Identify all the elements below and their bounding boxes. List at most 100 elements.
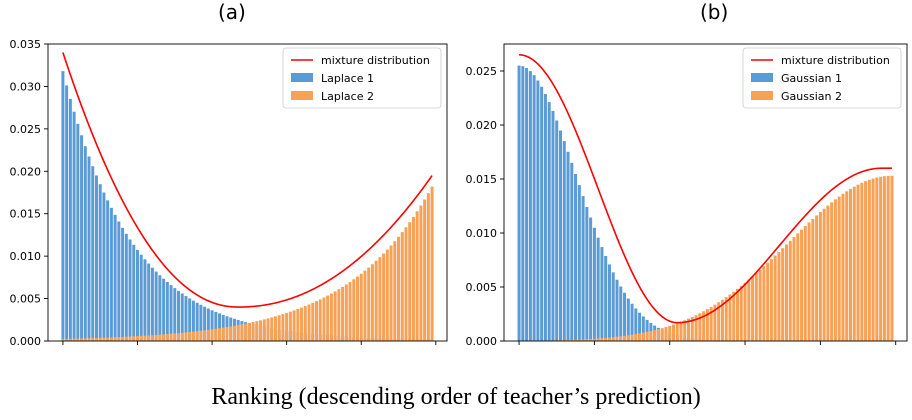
series2-bar xyxy=(300,307,304,341)
series2-bar xyxy=(856,184,860,341)
series1-bar xyxy=(581,196,585,341)
series2-bar xyxy=(626,335,630,341)
panel-label-b: (b) xyxy=(700,0,729,24)
series2-bar xyxy=(694,315,698,341)
series1-bar xyxy=(623,292,627,341)
series2-bar xyxy=(841,193,845,341)
series2-bar xyxy=(385,249,389,341)
series1-bar xyxy=(91,166,95,341)
series1-bar xyxy=(61,71,65,342)
series1-bar xyxy=(532,75,536,341)
series2-bar xyxy=(656,329,660,341)
series1-bar xyxy=(169,285,173,341)
series1-bar xyxy=(615,279,619,341)
series1-bar xyxy=(645,319,649,341)
legend-box xyxy=(742,47,902,109)
x-tick-label: 0 xyxy=(59,348,66,350)
y-tick-label: 0.015 xyxy=(466,173,498,186)
series2-bar xyxy=(214,328,218,341)
series2-bar xyxy=(822,208,826,341)
legend-label: mixture distribution xyxy=(321,54,430,67)
series2-bar xyxy=(566,339,570,341)
series2-bar xyxy=(766,262,770,341)
series2-bar xyxy=(91,338,95,341)
series1-bar xyxy=(634,308,638,341)
y-tick-label: 0.020 xyxy=(10,165,42,178)
series1-bar xyxy=(558,130,562,341)
series2-bar xyxy=(136,336,139,341)
plot-frame xyxy=(503,43,908,342)
y-tick-label: 0.005 xyxy=(466,281,498,294)
series2-bar xyxy=(374,260,378,341)
series2-bar xyxy=(117,337,121,341)
series2-bar xyxy=(318,299,322,341)
series2-bar xyxy=(619,336,623,341)
series1-bar xyxy=(517,65,521,341)
series1-bar xyxy=(551,110,555,341)
series1-bar xyxy=(76,123,80,341)
series2-bar xyxy=(72,338,76,341)
series1-bar xyxy=(165,282,169,341)
series2-bar xyxy=(83,338,87,341)
series1-bar xyxy=(139,254,143,341)
legend-label: Gaussian 2 xyxy=(781,90,842,103)
series2-bar xyxy=(818,212,822,341)
legend-swatch xyxy=(291,73,313,82)
series2-bar xyxy=(281,314,285,341)
series2-bar xyxy=(98,337,102,341)
series2-bar xyxy=(852,186,856,341)
series2-bar xyxy=(702,311,706,341)
series2-bar xyxy=(845,191,849,341)
series2-bar xyxy=(751,276,755,341)
x-tick-label: 60 xyxy=(738,348,752,350)
series2-bar xyxy=(600,338,604,341)
series1-bar xyxy=(555,120,559,341)
series1-bar xyxy=(592,227,596,341)
series1-bar xyxy=(528,71,532,342)
series2-bar xyxy=(411,216,415,341)
legend-swatch xyxy=(291,91,313,100)
series2-bar xyxy=(784,244,788,341)
series1-bar xyxy=(574,173,578,341)
series2-bar xyxy=(221,327,225,341)
series1-bar xyxy=(585,206,589,341)
series2-bar xyxy=(426,193,430,341)
series2-bar xyxy=(143,335,147,341)
series2-bar xyxy=(218,328,222,341)
series2-bar xyxy=(773,255,777,341)
series2-bar xyxy=(296,308,300,341)
series2-bar xyxy=(348,281,352,341)
series2-bar xyxy=(826,205,830,341)
series2-bar xyxy=(188,331,192,341)
x-tick-label: 60 xyxy=(280,348,294,350)
series2-bar xyxy=(581,339,585,341)
series1-bar xyxy=(536,80,540,342)
chart-a: 0 20 40 60 80 100 0.000 0.005 0.010 0.015 0.020 0.0… xyxy=(10,38,448,350)
legend-box xyxy=(282,47,442,109)
series2-bar xyxy=(671,324,675,341)
series1-bar xyxy=(184,296,188,341)
series2-bar xyxy=(404,227,408,341)
series2-bar xyxy=(132,336,136,341)
series2-bar xyxy=(739,285,743,341)
series1-bar xyxy=(626,298,630,341)
series1-bar xyxy=(525,68,529,341)
mixture-distribution-line xyxy=(519,54,892,324)
series1-bar xyxy=(102,192,106,341)
series2-bar xyxy=(871,178,875,341)
series2-bar xyxy=(236,325,240,341)
series2-bar xyxy=(333,291,337,341)
series2-bar xyxy=(615,336,619,341)
x-tick-label: 0 xyxy=(516,348,523,350)
y-tick-label: 0.000 xyxy=(10,335,42,348)
series1-bar xyxy=(543,94,547,341)
series2-bar xyxy=(849,188,853,341)
series2-bar xyxy=(139,335,143,341)
series2-bar xyxy=(833,199,837,341)
series2-bar xyxy=(169,333,173,341)
series2-bar xyxy=(807,222,811,341)
series1-bar xyxy=(604,256,608,341)
series1-bar xyxy=(124,233,128,341)
series1-bar xyxy=(607,264,611,341)
series2-bar xyxy=(864,181,868,341)
